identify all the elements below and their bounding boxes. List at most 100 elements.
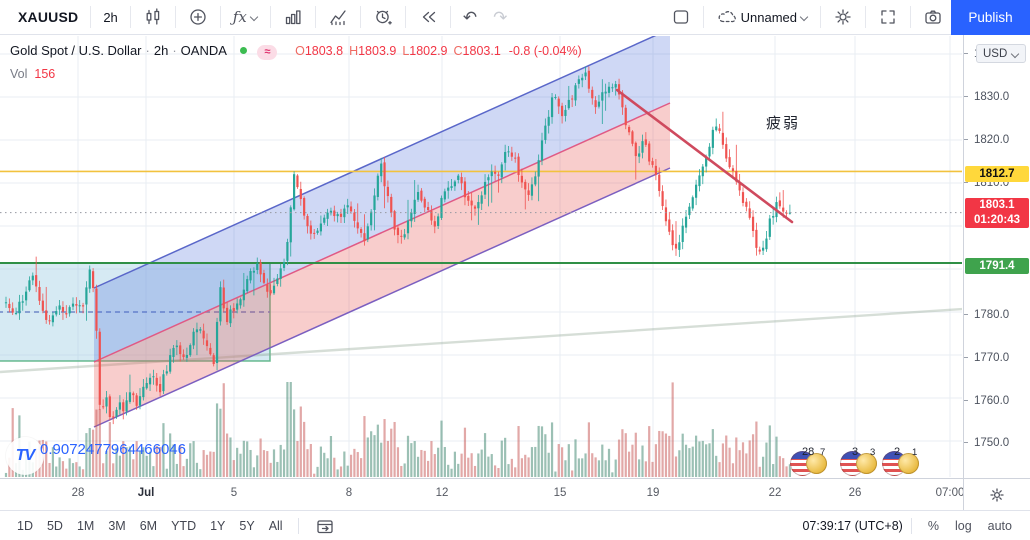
interval-button[interactable]: 2h <box>95 6 125 29</box>
chart-area: Gold Spot / U.S. Dollar · 2h · OANDA ≈ O1803… <box>0 35 1030 478</box>
time-tick-label: 26 <box>848 487 862 499</box>
price-level-tag-yellow: 1812.7 <box>965 166 1029 182</box>
medal-icon <box>898 453 919 474</box>
range-button-all[interactable]: All <box>262 516 290 536</box>
time-tick-label: 12 <box>435 487 449 499</box>
range-button-ytd[interactable]: YTD <box>164 516 203 536</box>
forecast-zigzag-icon <box>328 7 348 27</box>
separator <box>820 6 821 28</box>
range-button-5d[interactable]: 5D <box>40 516 70 536</box>
tradingview-watermark: TV 0.9072477964466046 <box>6 437 186 475</box>
chevron-down-icon <box>1011 50 1019 58</box>
volume-legend: Vol 156 <box>10 67 56 81</box>
alert-button[interactable] <box>365 3 401 31</box>
clock-label[interactable]: 07:39:17 (UTC+8) <box>802 518 903 533</box>
separator <box>174 6 176 28</box>
chart-legend: Gold Spot / U.S. Dollar · 2h · OANDA ≈ O1803… <box>10 43 582 81</box>
chart-style-button[interactable] <box>135 3 171 31</box>
chart-settings-button[interactable] <box>825 3 861 31</box>
fullscreen-button[interactable] <box>870 3 906 31</box>
medal-icon <box>806 453 827 474</box>
separator <box>910 6 911 28</box>
separator <box>449 6 451 28</box>
time-tick-label: 8 <box>345 487 353 499</box>
publish-button[interactable]: Publish <box>951 0 1030 35</box>
price-axis[interactable]: 1750.0 1760.0 1770.0 1780.0 1810.0 1820.0 1830… <box>963 35 1030 478</box>
undo-button[interactable]: ↶ <box>455 5 485 30</box>
symbol-button[interactable]: XAUUSD <box>10 5 86 29</box>
bottom-right-group: 07:39:17 (UTC+8) % log auto <box>802 516 1020 536</box>
separator <box>359 6 361 28</box>
chevron-down-icon <box>250 13 258 21</box>
scale-button-auto[interactable]: auto <box>980 516 1020 536</box>
separator <box>269 6 271 28</box>
range-button-3m[interactable]: 3M <box>101 516 132 536</box>
time-tick-label: 5 <box>230 487 238 499</box>
event-flag-badge[interactable]: 28 7 <box>790 446 834 476</box>
separator <box>314 6 316 28</box>
forecast-button[interactable] <box>320 3 356 31</box>
scale-button-percent[interactable]: % <box>920 516 947 536</box>
separator <box>404 6 406 28</box>
redo-button[interactable]: ↷ <box>485 5 515 30</box>
price-tick-label: 1770.0 <box>964 351 1030 365</box>
alert-clock-icon <box>373 7 393 27</box>
indicator-templates-button[interactable] <box>275 3 311 31</box>
price-tick-label: 1830.0 <box>964 90 1030 104</box>
currency-label: USD <box>983 47 1008 60</box>
separator <box>910 517 912 534</box>
chevron-down-icon <box>800 13 808 21</box>
price-chart-canvas[interactable] <box>0 35 963 478</box>
undo-icon: ↶ <box>462 7 478 27</box>
fullscreen-icon <box>878 7 898 27</box>
layout-name-label: Unnamed <box>740 9 797 25</box>
go-to-date-button[interactable] <box>307 512 343 540</box>
screenshot-button[interactable] <box>915 3 951 31</box>
compare-button[interactable] <box>180 3 216 31</box>
calendar-go-icon <box>315 516 335 536</box>
range-button-1y[interactable]: 1Y <box>203 516 232 536</box>
watermark-number: 0.9072477964466046 <box>40 440 186 458</box>
time-axis[interactable]: 28 Jul 5 8 12 15 19 22 26 07:00 <box>0 479 963 511</box>
range-button-1m[interactable]: 1M <box>70 516 101 536</box>
bar-countdown: 01:20:43 <box>973 214 1021 226</box>
separator <box>90 6 92 28</box>
price-tick-label: 1820.0 <box>964 133 1030 147</box>
time-tick-label: 07:00 <box>935 487 963 499</box>
range-button-5y[interactable]: 5Y <box>232 516 261 536</box>
separator <box>129 6 131 28</box>
range-button-6m[interactable]: 6M <box>133 516 164 536</box>
camera-icon <box>923 7 943 27</box>
indicators-button[interactable]: ƒx <box>225 6 266 29</box>
save-layout-button[interactable]: Unnamed <box>708 3 816 31</box>
time-axis-row: 28 Jul 5 8 12 15 19 22 26 07:00 <box>0 478 1030 511</box>
delayed-data-badge[interactable]: ≈ <box>257 45 278 60</box>
price-tick-label: 1750.0 <box>964 436 1030 450</box>
last-price-tag: 1803.1 01:20:43 <box>965 198 1029 228</box>
separator <box>297 517 299 534</box>
text-annotation[interactable]: 疲弱 <box>766 115 801 132</box>
separator <box>702 6 704 28</box>
time-tick-label: 22 <box>768 487 782 499</box>
time-tick-label: 28 <box>71 487 85 499</box>
scale-button-log[interactable]: log <box>947 516 980 536</box>
date-range-group: 1D 5D 1M 3M 6M YTD 1Y 5Y All <box>10 516 290 536</box>
compare-plus-icon <box>188 7 208 27</box>
symbol-title[interactable]: Gold Spot / U.S. Dollar · 2h · OANDA <box>10 43 227 58</box>
price-tick-label: 1760.0 <box>964 394 1030 408</box>
top-toolbar: XAUUSD 2h ƒx ↶ ↷ <box>0 0 1030 35</box>
bottom-toolbar: 1D 5D 1M 3M 6M YTD 1Y 5Y All 07:39:17 (UTC+8) % l… <box>0 510 1030 540</box>
bar-chart-icon <box>283 7 303 27</box>
time-tick-label: 15 <box>553 487 567 499</box>
redo-icon: ↷ <box>493 7 508 27</box>
range-button-1d[interactable]: 1D <box>10 516 40 536</box>
time-tick-label: 19 <box>646 487 660 499</box>
layout-button[interactable] <box>663 3 699 31</box>
currency-dropdown[interactable]: USD <box>976 44 1027 63</box>
market-status-dot <box>239 47 247 54</box>
axis-settings-corner[interactable] <box>963 479 1030 511</box>
replay-button[interactable] <box>410 3 446 31</box>
time-tick-label: Jul <box>137 487 155 499</box>
